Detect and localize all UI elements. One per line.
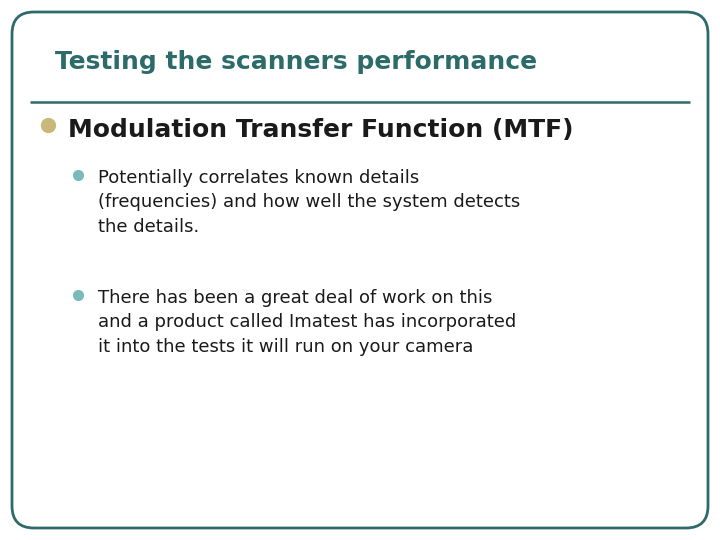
Text: There has been a great deal of work on this
and a product called Imatest has inc: There has been a great deal of work on t… <box>98 289 516 356</box>
Text: Testing the scanners performance: Testing the scanners performance <box>55 50 537 74</box>
Text: Modulation Transfer Function (MTF): Modulation Transfer Function (MTF) <box>68 118 574 142</box>
Text: Potentially correlates known details
(frequencies) and how well the system detec: Potentially correlates known details (fr… <box>98 169 521 235</box>
FancyBboxPatch shape <box>12 12 708 528</box>
